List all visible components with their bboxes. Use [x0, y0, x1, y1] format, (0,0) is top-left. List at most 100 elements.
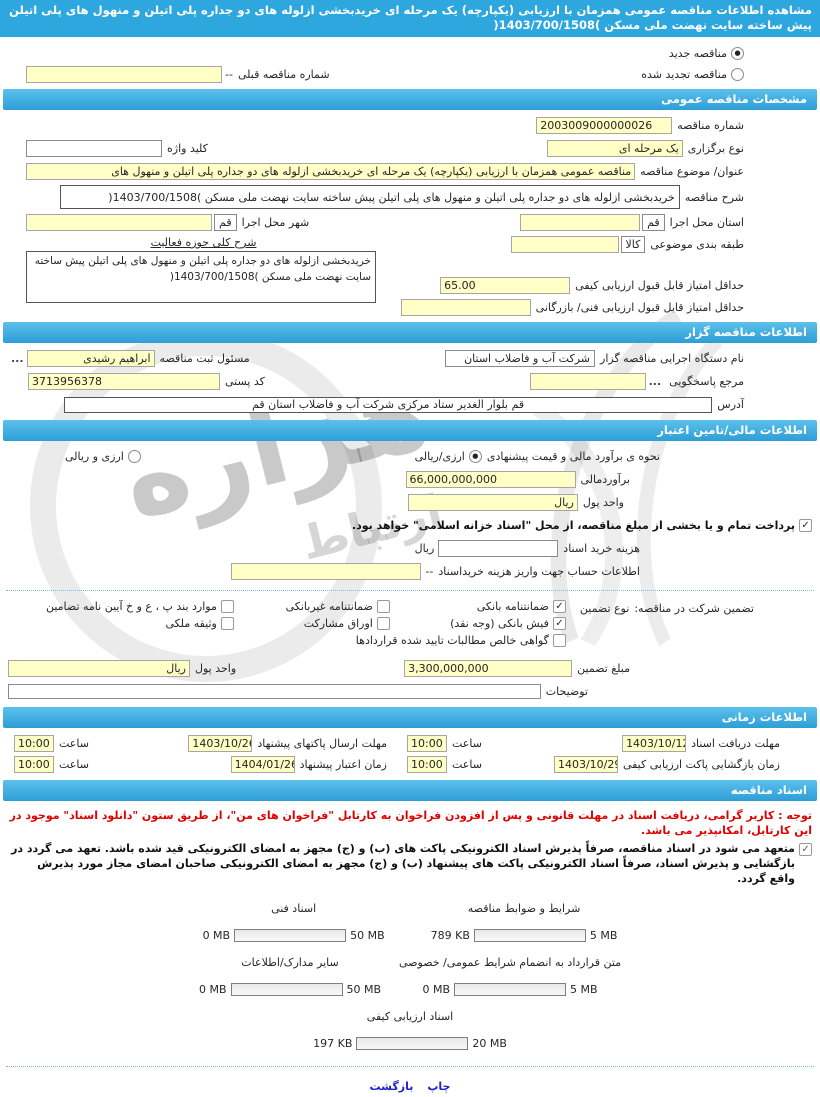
previous-tender-number-label: شماره مناقصه قبلی [237, 68, 330, 81]
document-cost-field[interactable] [438, 540, 559, 557]
province-label: استان محل اجرا [669, 216, 744, 229]
upload-other-docs-progressbar [230, 983, 343, 996]
checkbox-treasury-payment[interactable]: ✓ [799, 519, 812, 532]
city-value: قم [214, 214, 237, 231]
document-cost-unit: ریال [414, 542, 435, 555]
checkbox-nonbank-guarantee[interactable] [376, 600, 390, 613]
upload-technical-docs-progressbar [234, 929, 347, 942]
account-info-field[interactable] [231, 563, 422, 580]
activity-field[interactable]: خریدبخشی ازلوله های دو جداره پلی اتیلن و… [26, 251, 376, 303]
upload-other-docs-max: 50 MB [346, 983, 382, 996]
description-label: شرح مناقصه [684, 190, 744, 204]
upload-technical-docs-max: 50 MB [350, 929, 385, 942]
checkbox-bank-receipt[interactable]: ✓ [552, 617, 566, 630]
guarantee-amount-label: مبلغ تضمین [577, 662, 630, 675]
checkbox-participation-bonds-label: اوراق مشارکت [303, 617, 373, 630]
envelope-submit-deadline-date[interactable]: 1403/10/26 [188, 735, 253, 752]
upload-contract-text-max: 5 MB [570, 983, 598, 996]
postal-code-label: کد پستی [225, 375, 265, 388]
category-field[interactable] [510, 236, 619, 253]
envelope-submit-deadline-time[interactable]: 10:00 [14, 735, 54, 752]
back-link[interactable]: بازگشت [369, 1080, 414, 1093]
upload-technical-docs-current: 0 MB [202, 929, 231, 942]
radio-currency-and-rial[interactable] [127, 450, 141, 463]
city-field[interactable] [26, 214, 212, 231]
reply-reference-more-button[interactable]: ... [648, 375, 662, 388]
timing-row: زمان بازگشایی پاکت ارزیابی کیفی 1403/10/2… [407, 756, 780, 773]
divider [6, 590, 814, 591]
radio-rial[interactable]: ● [468, 450, 482, 463]
checkbox-property-collateral[interactable] [220, 617, 234, 630]
upload-other-docs-current: 0 MB [198, 983, 227, 996]
checkbox-regulation-items[interactable] [220, 600, 234, 613]
registrar-field[interactable]: ابراهیم رشیدی [26, 350, 155, 367]
guarantee-type-label: نوع تضمین [579, 602, 630, 615]
checkbox-bank-guarantee[interactable]: ✓ [552, 600, 566, 613]
address-field[interactable]: قم بلوار الغدیر ستاد مرکزی شرکت آب و فاض… [64, 396, 713, 413]
quality-envelope-opening-date[interactable]: 1403/10/29 [553, 756, 618, 773]
currency-field[interactable]: ریال [407, 494, 578, 511]
bid-validity-date[interactable]: 1404/01/26 [230, 756, 295, 773]
hour-label: ساعت [59, 737, 89, 750]
province-field[interactable] [520, 214, 641, 231]
guarantee-amount-field[interactable]: 3,300,000,000 [404, 660, 573, 677]
radio-new-tender[interactable]: ● [731, 47, 744, 60]
subject-field[interactable]: مناقصه عمومی همزمان با ارزیابی (یکپارچه)… [26, 163, 636, 180]
hour-label: ساعت [59, 758, 89, 771]
doc-receipt-deadline-date[interactable]: 1403/10/12 [622, 735, 687, 752]
method-field[interactable]: یک مرحله ای [546, 140, 683, 157]
registrar-label: مسئول ثبت مناقصه [159, 352, 250, 365]
timing-row: مهلت دریافت اسناد 1403/10/12 ساعت 10:00 [407, 735, 780, 752]
quality-envelope-opening-time[interactable]: 10:00 [407, 756, 447, 773]
checkbox-bank-guarantee-label: ضمانتنامه بانکی [476, 600, 549, 613]
description-field[interactable]: خریدبخشی ازلوله های دو جداره پلی اتیلن و… [60, 185, 680, 209]
estimate-field[interactable]: 66,000,000,000 [405, 471, 576, 488]
guarantee-label: تضمین شرکت در مناقصه: [634, 602, 754, 615]
min-quality-score-label: حداقل امتیاز قابل قبول ارزیابی کیفی [575, 279, 744, 292]
checkbox-participation-bonds[interactable] [376, 617, 390, 630]
city-label: شهر محل اجرا [241, 216, 310, 229]
notes-label: توضیحات [545, 685, 588, 698]
radio-currency-and-rial-label: ارزی و ریالی [65, 450, 124, 463]
upload-quality-evaluation-docs: اسناد ارزیابی کیفی 197 KB 20 MB [313, 1010, 507, 1050]
section-header-documents: اسناد مناقصه [3, 780, 817, 801]
upload-contract-text-progressbar [454, 983, 567, 996]
timing-row: زمان اعتبار پیشنهاد 1404/01/26 ساعت 10:00 [14, 756, 387, 773]
checkbox-net-claims-certificate[interactable] [552, 634, 566, 647]
envelope-submit-deadline-label: مهلت ارسال پاکتهای پیشنهاد [257, 737, 387, 750]
print-link[interactable]: چاپ [427, 1080, 451, 1093]
checkbox-electronic-signature-commitment[interactable]: ✓ [799, 843, 812, 856]
method-label: نوع برگزاری [687, 142, 744, 155]
registrar-more-button[interactable]: ... [11, 352, 24, 365]
upload-quality-evaluation-docs-current: 197 KB [313, 1037, 353, 1050]
keyword-field[interactable] [26, 140, 162, 157]
doc-receipt-deadline-time[interactable]: 10:00 [407, 735, 447, 752]
checkbox-regulation-items-label: موارد بند پ ، ع و خ آیین نامه تضامین [45, 600, 217, 613]
radio-renewed-tender[interactable] [731, 68, 744, 81]
category-label: طبقه بندی موضوعی [650, 238, 744, 251]
previous-tender-number-field[interactable] [26, 66, 222, 83]
postal-code-field[interactable]: 3713956378 [28, 373, 220, 390]
upload-technical-docs-label: اسناد فنی [271, 902, 317, 915]
guarantee-currency-label: واحد پول [195, 662, 237, 675]
agency-value: شرکت آب و فاضلاب استان [445, 350, 596, 367]
bid-validity-time[interactable]: 10:00 [14, 756, 54, 773]
min-technical-score-field[interactable] [400, 299, 531, 316]
divider [6, 1066, 814, 1067]
doc-receipt-deadline-label: مهلت دریافت اسناد [691, 737, 780, 750]
upload-quality-evaluation-docs-label: اسناد ارزیابی کیفی [366, 1010, 454, 1023]
radio-renewed-tender-label: مناقصه تجدید شده [641, 68, 727, 81]
tender-number-field[interactable]: 2003009000000026 [536, 117, 673, 134]
treasury-note: پرداخت تمام و یا بخشی از مبلغ مناقصه، از… [351, 519, 795, 532]
timing-row: مهلت ارسال پاکتهای پیشنهاد 1403/10/26 ساع… [14, 735, 387, 752]
checkbox-net-claims-certificate-label: گواهی خالص مطالبات تایید شده قراردادها [355, 634, 549, 647]
section-header-timing: اطلاعات زمانی [3, 707, 817, 728]
guarantee-currency-field[interactable]: ریال [8, 660, 190, 677]
radio-rial-label: ارزی/ریالی [414, 450, 465, 463]
upload-quality-evaluation-docs-max: 20 MB [472, 1037, 507, 1050]
reply-reference-field[interactable] [529, 373, 646, 390]
upload-terms-conditions-max: 5 MB [589, 929, 618, 942]
category-value: کالا [620, 236, 646, 253]
min-quality-score-field[interactable]: 65.00 [440, 277, 571, 294]
notes-field[interactable] [8, 684, 541, 699]
